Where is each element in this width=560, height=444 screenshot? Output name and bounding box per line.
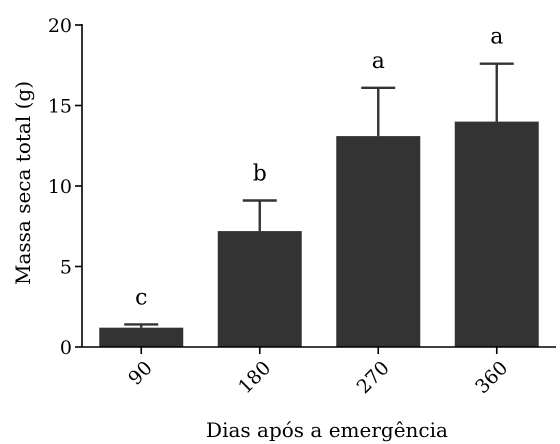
significance-label: a	[490, 25, 503, 50]
y-tick-label: 20	[48, 15, 72, 37]
y-axis-title: Massa seca total (g)	[11, 81, 35, 285]
x-axis-title: Dias após a emergência	[206, 418, 448, 442]
bar	[217, 231, 302, 347]
y-axis-ticks: 0 5 10 15 20	[48, 15, 82, 359]
x-tick-label: 270	[353, 357, 394, 398]
x-axis-ticks: 90 180 270 360	[124, 347, 512, 398]
y-tick-label: 10	[48, 176, 72, 198]
significance-label: b	[253, 161, 267, 186]
bars	[99, 121, 539, 347]
bar	[454, 121, 539, 347]
x-tick-label: 90	[124, 357, 157, 390]
y-tick-label: 5	[60, 257, 72, 279]
error-bars	[124, 62, 514, 328]
bar	[336, 136, 421, 347]
x-tick-label: 180	[234, 357, 275, 398]
y-tick-label: 15	[48, 96, 72, 118]
significance-labels: c b a a	[135, 25, 503, 311]
significance-label: c	[135, 285, 147, 310]
x-tick-label: 360	[471, 357, 512, 398]
significance-label: a	[372, 49, 385, 74]
y-tick-label: 0	[60, 337, 72, 359]
bar	[99, 327, 184, 347]
